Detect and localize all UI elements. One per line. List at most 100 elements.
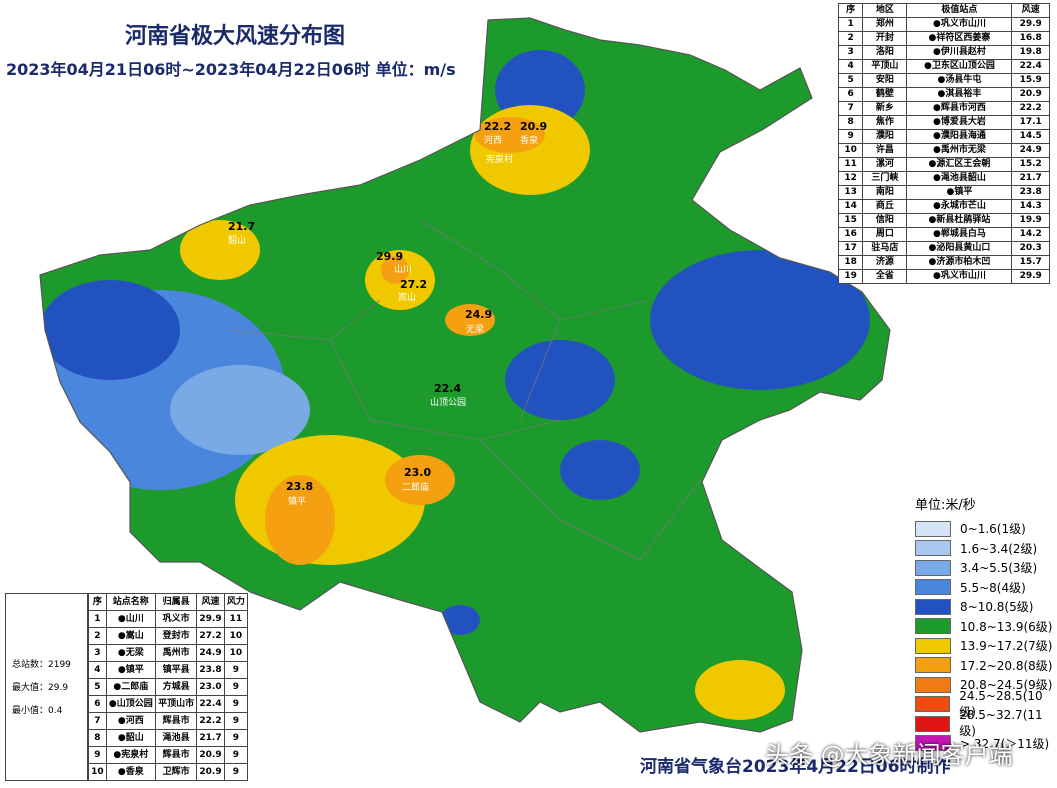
cell: ●香泉	[105, 763, 156, 781]
cell: 信阳	[862, 213, 908, 228]
cell: 9	[223, 763, 249, 781]
column-header: 极值站点	[906, 3, 1013, 18]
map-label: 山川	[394, 264, 412, 275]
cell: 9	[223, 712, 249, 730]
cell: 6	[837, 87, 864, 102]
column-header: 风速	[196, 593, 225, 611]
cell: 19.8	[1011, 45, 1050, 60]
cell: 9	[223, 678, 249, 696]
legend-swatch	[915, 559, 951, 576]
cell: ●济源市柏木凹	[906, 255, 1013, 270]
cell: ●镇平	[906, 185, 1013, 200]
legend-swatch	[915, 696, 951, 713]
stat: 总站数：2199	[12, 660, 71, 670]
map-label: 23.0	[404, 466, 431, 479]
legend-item: 0~1.6(1级)	[915, 519, 1057, 539]
legend-item: 1.6~3.4(2级)	[915, 539, 1057, 559]
cell: 17.1	[1011, 115, 1050, 130]
cell: 10	[223, 627, 249, 645]
row: 2 开封 ●祥符区西姜寨 16.8	[837, 31, 1050, 46]
cell: ●河西	[105, 712, 156, 730]
cell: 开封	[862, 31, 908, 46]
cell: 1	[88, 610, 107, 628]
row: 7 ●河西 辉县市 22.2 9	[88, 712, 249, 730]
legend-label: 10.8~13.9(6级)	[960, 619, 1053, 634]
cell: 20.9	[196, 763, 225, 781]
cell: 9	[837, 129, 864, 144]
cell: 24.9	[1011, 143, 1050, 158]
cell: ●郸城县白马	[906, 227, 1013, 242]
cell: 9	[223, 661, 249, 679]
cell: 11	[223, 610, 249, 628]
row: 18 济源 ●济源市柏木凹 15.7	[837, 255, 1050, 270]
province-border	[39, 17, 891, 733]
cell: 21.7	[196, 729, 225, 747]
legend: 单位:米/秒 0~1.6(1级) 1.6~3.4(2级) 3.4~5.5(3级) 5.…	[915, 494, 1057, 753]
legend-swatch	[915, 618, 951, 635]
cell: ●二郎庙	[105, 678, 156, 696]
cell: 漯河	[862, 157, 908, 172]
cell: 15	[837, 213, 864, 228]
cell: ●永城市芒山	[906, 199, 1013, 214]
cell: 23.0	[196, 678, 225, 696]
row: 8 焦作 ●博爱县大岩 17.1	[837, 115, 1050, 130]
cell: 24.9	[196, 644, 225, 662]
cell: 14.2	[1011, 227, 1050, 242]
cell: 21.7	[1011, 171, 1050, 186]
legend-item: 10.8~13.9(6级)	[915, 617, 1057, 637]
cell: 4	[88, 661, 107, 679]
cell: ●无梁	[105, 644, 156, 662]
legend-label: 8~10.8(5级)	[960, 600, 1034, 615]
column-header: 序	[837, 3, 864, 18]
cell: ●禹州市无梁	[906, 143, 1013, 158]
cell: 9	[223, 746, 249, 764]
header-row: 序地区 极值站点 风速	[837, 3, 1050, 18]
stat: 最小值：0.4	[12, 706, 63, 716]
cell: 许昌	[862, 143, 908, 158]
legend-item: 20.8~24.5(9级)	[915, 675, 1057, 695]
cell: ●山顶公园	[105, 695, 156, 713]
legend-label: 17.2~20.8(8级)	[960, 658, 1053, 673]
row: 11 漯河 ●源汇区王会朝 15.2	[837, 157, 1050, 172]
cell: 15.2	[1011, 157, 1050, 172]
cell: 登封市	[154, 627, 198, 645]
cell: ●镇平	[105, 661, 156, 679]
watermark: 头条 @大象新闻客户端	[765, 741, 1013, 769]
map-label: 山顶公园	[430, 397, 466, 408]
map-label: 22.4	[434, 382, 461, 395]
city-table: 序地区 极值站点 风速 1 郑州 ●巩义市山川 29.9 2 开封 ●祥符区西姜寨 16.8 3 洛阳 ●…	[837, 3, 1050, 284]
map-label: 29.9	[376, 250, 403, 263]
cell: 15.9	[1011, 73, 1050, 88]
cell: 2	[88, 627, 107, 645]
cell: 17	[837, 241, 864, 256]
row: 9 濮阳 ●濮阳县海通 14.5	[837, 129, 1050, 144]
cell: 29.9	[1011, 17, 1050, 32]
map-label: 韶山	[228, 234, 246, 246]
cell: 2	[837, 31, 864, 46]
cell: 7	[837, 101, 864, 116]
legend-label: > 32.7(＞11级)	[960, 736, 1050, 751]
row: 7 新乡 ●辉县市河西 22.2	[837, 101, 1050, 116]
cell: 19	[837, 269, 864, 284]
cell: 巩义市	[154, 610, 198, 628]
cell: 9	[223, 695, 249, 713]
cell: 23.8	[196, 661, 225, 679]
cell: 4	[837, 59, 864, 74]
cell: 9	[88, 746, 107, 764]
legend-swatch	[915, 598, 951, 615]
cell: 20.9	[1011, 87, 1050, 102]
cell: ●卫东区山顶公园	[906, 59, 1013, 74]
cell: 三门峡	[862, 171, 908, 186]
legend-item: 5.5~8(4级)	[915, 578, 1057, 598]
legend-item: 8~10.8(5级)	[915, 597, 1057, 617]
cell: ●渑池县韶山	[906, 171, 1013, 186]
map-label: 24.9	[465, 308, 492, 321]
cell: 1	[837, 17, 864, 32]
station-table: 序站点名称 归属县 风速 风力 1 ●山川 巩义市 29.9 11 2 ●嵩山 登封市 27.2 10 3 ●…	[88, 593, 249, 781]
cell: 5	[88, 678, 107, 696]
cell: 鹤壁	[862, 87, 908, 102]
map-label: 河西	[484, 134, 502, 146]
legend-label: 13.9~17.2(7级)	[960, 639, 1053, 654]
stat: 最大值：29.9	[12, 683, 69, 693]
cell: ●源汇区王会朝	[906, 157, 1013, 172]
